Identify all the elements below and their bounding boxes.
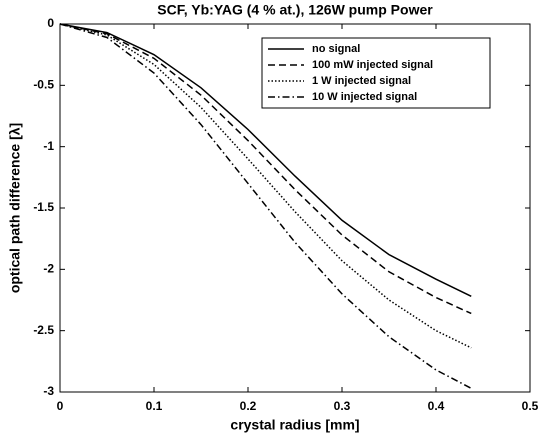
- y-tick-label: -3: [43, 384, 54, 398]
- y-axis-label: optical path difference [λ]: [7, 123, 23, 293]
- x-tick-label: 0.2: [240, 399, 257, 413]
- legend-label: no signal: [312, 43, 360, 55]
- legend-label: 1 W injected signal: [312, 75, 411, 87]
- y-tick-label: -2.5: [33, 323, 54, 337]
- y-tick-label: -1: [43, 139, 54, 153]
- x-tick-label: 0.1: [146, 399, 163, 413]
- y-tick-label: -1.5: [33, 200, 54, 214]
- x-tick-label: 0.4: [428, 399, 445, 413]
- y-tick-label: -2: [43, 262, 54, 276]
- x-tick-label: 0.3: [334, 399, 351, 413]
- series-line: [59, 23, 472, 389]
- legend-label: 100 mW injected signal: [312, 59, 433, 71]
- x-axis-label: crystal radius [mm]: [230, 417, 359, 433]
- y-tick-label: -0.5: [33, 78, 54, 92]
- x-tick-label: 0: [57, 399, 64, 413]
- x-tick-label: 0.5: [522, 399, 539, 413]
- series-line: [59, 23, 472, 315]
- chart-title: SCF, Yb:YAG (4 % at.), 126W pump Power: [157, 2, 433, 18]
- series-line: [59, 23, 472, 297]
- legend-label: 10 W injected signal: [312, 91, 417, 103]
- y-tick-label: 0: [47, 16, 54, 30]
